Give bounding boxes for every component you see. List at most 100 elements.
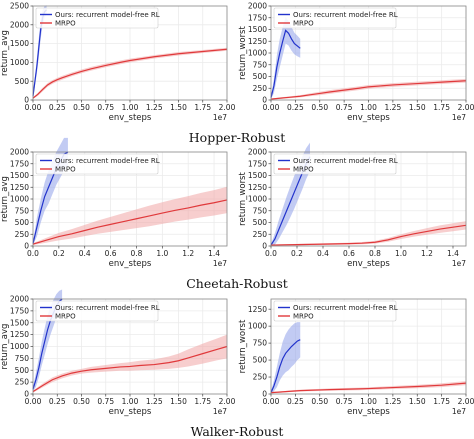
legend-box: [35, 7, 159, 29]
x-tick-label: 1.00: [122, 397, 139, 406]
x-tick-label: 1.25: [146, 103, 163, 112]
line-ours: [270, 29, 301, 98]
x-tick-label: 0.6: [343, 249, 355, 258]
line-mrpo: [32, 345, 228, 393]
y-axis-label: return_worst: [238, 319, 248, 373]
y-tick-label: 0: [262, 242, 267, 251]
y-tick-label: 2000: [248, 148, 267, 157]
legend-label-ours: Ours: recurrent model-free RL: [293, 157, 398, 165]
y-tick-label: 1750: [10, 159, 29, 168]
x-tick-label: 1.4: [208, 249, 220, 258]
line-mrpo: [32, 199, 228, 245]
y-tick-label: 1000: [248, 49, 267, 58]
legend-label-ours: Ours: recurrent model-free RL: [293, 11, 398, 19]
y-tick-label: 2000: [10, 148, 29, 157]
y-tick-label: 1500: [248, 25, 267, 34]
x-tick-label: 0.75: [336, 397, 353, 406]
legend-label-ours: Ours: recurrent model-free RL: [55, 11, 160, 19]
line-ours: [270, 339, 301, 393]
chart-walker-avg: 0.00 0.25 0.50 0.75 1.00 1.25 1.50 1.75 2.00 0 250…: [0, 289, 236, 417]
y-tick-label: 1500: [248, 171, 267, 180]
x-scale-offset: 1e7: [452, 113, 466, 122]
y-tick-label: 250: [253, 373, 268, 382]
y-axis-label: return_worst: [238, 26, 248, 80]
x-tick-label: 0.4: [79, 249, 91, 258]
y-tick-label: 1000: [248, 195, 267, 204]
legend-label-mrpo: MRPO: [293, 312, 314, 320]
x-tick-label: 1.2: [421, 249, 433, 258]
y-tick-label: 500: [253, 72, 268, 81]
x-axis-label: env_steps: [109, 407, 152, 417]
y-tick-label: 1000: [248, 322, 267, 331]
x-tick-label: 1.2: [182, 249, 194, 258]
y-tick-label: 750: [15, 206, 30, 215]
y-axis-label: return_avg: [0, 176, 10, 222]
x-axis-label: env_steps: [109, 259, 152, 269]
x-tick-label: 0.50: [311, 103, 328, 112]
y-axis-label: return_avg: [0, 324, 10, 370]
band-mrpo: [33, 334, 227, 393]
y-tick-label: 750: [15, 354, 30, 363]
x-tick-label: 0.50: [311, 397, 328, 406]
y-tick-label: 1750: [10, 306, 29, 315]
chart-walker-worst: 0.00 0.25 0.50 0.75 1.00 1.25 1.50 1.75 2.00 0 250…: [238, 298, 474, 417]
legend-box: [273, 7, 397, 29]
chart-cheetah-avg: 0.0 0.2 0.4 0.6 0.8 1.0 1.2 1.4 0 250 500 750 1000 12…: [0, 137, 228, 269]
x-scale-offset: 1e7: [452, 259, 466, 268]
y-tick-label: 250: [253, 84, 268, 93]
caption-hopper-robust: Hopper-Robust: [189, 130, 285, 145]
y-tick-label: 1000: [10, 342, 29, 351]
y-tick-label: 250: [15, 230, 30, 239]
y-tick-label: 2000: [10, 20, 29, 29]
x-tick-label: 0.4: [317, 249, 329, 258]
y-tick-label: 500: [253, 218, 268, 227]
y-tick-label: 500: [15, 218, 30, 227]
x-tick-label: 1.4: [447, 249, 459, 258]
legend-label-mrpo: MRPO: [55, 312, 76, 320]
x-tick-label: 0.2: [53, 249, 65, 258]
y-tick-label: 500: [15, 366, 30, 375]
x-tick-label: 0.0: [27, 249, 39, 258]
y-tick-label: 1500: [10, 318, 29, 327]
line-mrpo: [270, 224, 467, 246]
x-tick-label: 0.00: [25, 103, 42, 112]
x-tick-label: 2.00: [219, 103, 236, 112]
x-axis-label: env_steps: [347, 407, 390, 417]
x-tick-label: 1.75: [194, 397, 211, 406]
y-axis-label: return_worst: [238, 172, 248, 226]
x-tick-label: 1.0: [395, 249, 407, 258]
x-tick-label: 1.00: [122, 103, 139, 112]
y-tick-label: 1500: [10, 171, 29, 180]
x-tick-label: 1.0: [156, 249, 168, 258]
y-tick-label: 1250: [248, 305, 267, 314]
x-tick-label: 1.25: [385, 103, 402, 112]
band-mrpo: [33, 186, 227, 246]
y-tick-label: 2000: [10, 295, 29, 304]
caption-walker-robust: Walker-Robust: [191, 424, 284, 439]
y-tick-label: 1000: [10, 195, 29, 204]
band-mrpo: [33, 47, 227, 99]
x-tick-label: 0.50: [73, 397, 90, 406]
x-tick-label: 0.25: [287, 103, 304, 112]
x-tick-label: 1.75: [433, 397, 450, 406]
y-tick-label: 500: [253, 356, 268, 365]
legend-box: [273, 153, 397, 175]
y-tick-label: 2500: [10, 2, 29, 11]
line-mrpo: [32, 48, 228, 99]
legend-label-ours: Ours: recurrent model-free RL: [293, 304, 398, 312]
y-tick-label: 0: [262, 390, 267, 399]
x-tick-label: 2.00: [458, 103, 474, 112]
x-tick-label: 1.75: [433, 103, 450, 112]
x-tick-label: 0.25: [49, 103, 66, 112]
x-tick-label: 1.75: [194, 103, 211, 112]
line-mrpo: [270, 80, 467, 100]
x-scale-offset: 1e7: [213, 113, 227, 122]
x-tick-label: 1.25: [385, 397, 402, 406]
chart-hopper-worst: 0.00 0.25 0.50 0.75 1.00 1.25 1.50 1.75 2.00 0 250…: [238, 2, 474, 123]
x-tick-label: 0.25: [287, 397, 304, 406]
y-tick-label: 750: [253, 60, 268, 69]
y-tick-label: 0: [24, 242, 29, 251]
y-tick-label: 1250: [248, 183, 267, 192]
x-axis-label: env_steps: [347, 113, 390, 123]
